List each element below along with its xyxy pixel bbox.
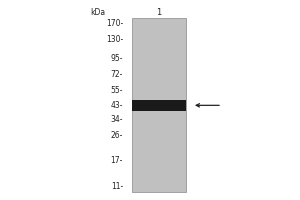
Bar — [132, 100, 186, 111]
Text: 170-: 170- — [106, 19, 123, 28]
Text: 34-: 34- — [110, 115, 123, 124]
Text: kDa: kDa — [90, 8, 105, 17]
Bar — [132, 18, 186, 192]
Text: 72-: 72- — [111, 70, 123, 79]
Text: 55-: 55- — [110, 86, 123, 95]
Text: 95-: 95- — [110, 54, 123, 63]
Text: 26-: 26- — [111, 131, 123, 140]
Text: 11-: 11- — [111, 182, 123, 191]
Text: 17-: 17- — [111, 156, 123, 165]
Text: 43-: 43- — [110, 101, 123, 110]
Text: 1: 1 — [156, 8, 162, 17]
Text: 130-: 130- — [106, 35, 123, 44]
